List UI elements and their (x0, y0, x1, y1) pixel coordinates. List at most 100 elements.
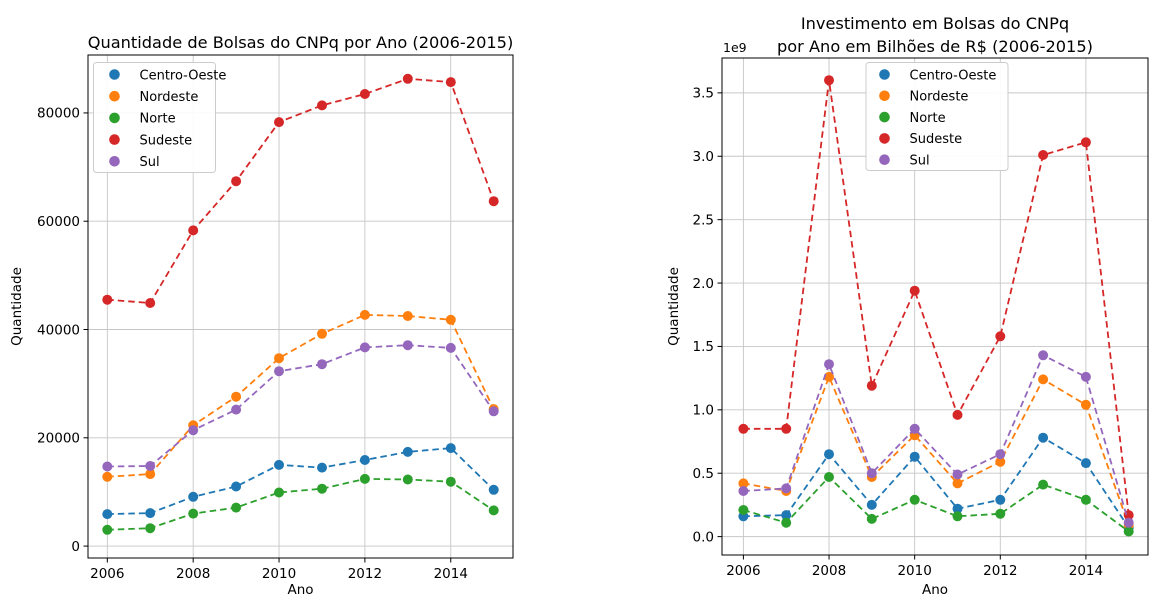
x-tick-label: 2008 (812, 563, 846, 579)
legend-label: Norte (910, 111, 946, 126)
legend-entry-nordeste: Nordeste (879, 90, 968, 105)
data-point-marker (995, 494, 1006, 505)
legend-entry-nordeste: Nordeste (109, 90, 198, 105)
legend-marker-icon (109, 156, 120, 167)
data-point-marker (359, 89, 370, 99)
data-point-marker (359, 309, 370, 320)
data-point-marker (274, 117, 284, 128)
data-point-marker (909, 451, 920, 462)
data-point-marker (738, 423, 749, 434)
axis-ticks: 2006 2008 2010 2012 2014 0 20000 40000 60000 8000… (37, 106, 468, 582)
data-point-marker (102, 471, 113, 482)
x-tick-label: 2008 (176, 566, 210, 582)
legend-entry-sul: Sul (879, 154, 930, 169)
data-point-marker (866, 513, 877, 524)
data-point-marker (188, 508, 199, 519)
data-point-marker (781, 423, 792, 434)
legend-entry-sudeste: Sudeste (109, 133, 192, 148)
series-centro-oeste (738, 432, 1134, 533)
y-tick-label: 0.5 (693, 466, 714, 482)
data-point-marker (445, 443, 456, 454)
x-tick-label: 2012 (348, 566, 382, 582)
data-point-marker (145, 298, 156, 308)
legend-marker-icon (879, 133, 890, 144)
y-tick-label: 60000 (37, 214, 80, 230)
data-point-marker (1080, 371, 1091, 382)
data-point-marker (909, 423, 920, 434)
data-point-marker (1038, 350, 1049, 361)
data-point-marker (402, 474, 413, 485)
data-point-marker (952, 511, 963, 522)
y-tick-label: 0 (71, 539, 80, 555)
data-point-marker (866, 468, 877, 479)
legend-label: Centro-Oeste (140, 68, 227, 83)
data-point-marker (445, 314, 456, 325)
data-point-marker (781, 510, 792, 521)
legend-entry-centro-oeste: Centro-Oeste (109, 68, 226, 83)
data-point-marker (102, 524, 113, 535)
data-point-marker (359, 473, 370, 484)
legend-entry-centro-oeste: Centro-Oeste (879, 68, 996, 83)
data-point-marker (1038, 374, 1049, 385)
data-point-marker (102, 461, 113, 472)
data-point-marker (824, 449, 834, 460)
y-tick-label: 20000 (37, 431, 80, 447)
x-tick-label: 2006 (90, 566, 124, 582)
data-point-marker (1080, 137, 1091, 148)
data-point-marker (145, 523, 156, 534)
y-tick-label: 2.5 (693, 212, 714, 228)
data-point-marker (145, 508, 156, 519)
legend-label: Sudeste (910, 132, 963, 147)
data-point-marker (952, 478, 963, 489)
series-sul (102, 340, 499, 472)
plot-frame (87, 54, 514, 559)
data-point-marker (231, 404, 242, 415)
data-point-marker (488, 505, 499, 516)
data-point-marker (359, 455, 370, 465)
data-point-marker (231, 502, 242, 513)
data-point-marker (317, 483, 327, 494)
data-point-marker (1038, 150, 1049, 160)
y-axis-label: Quantidade (9, 267, 25, 346)
legend-entry-sul: Sul (109, 155, 160, 170)
y-tick-label: 80000 (37, 106, 80, 122)
quantity-chart: 2006 2008 2010 2012 2014 0 20000 40000 60000 8000… (9, 33, 514, 598)
data-point-marker (909, 494, 920, 505)
data-point-marker (824, 75, 834, 86)
legend-marker-icon (879, 90, 890, 102)
series-norte (102, 473, 499, 535)
legend-marker-icon (109, 112, 120, 124)
data-point-marker (102, 294, 113, 305)
series-sudeste (102, 73, 499, 308)
series-sul (738, 350, 1134, 528)
data-point-marker (995, 449, 1006, 460)
data-point-marker (488, 484, 499, 495)
plot-frame (721, 57, 1149, 556)
data-point-marker (1038, 432, 1049, 443)
data-point-marker (1123, 526, 1134, 537)
legend: Centro-Oeste Nordeste Norte Sudeste Sul (93, 62, 226, 173)
x-tick-label: 2010 (262, 566, 296, 582)
y-tick-label: 0.0 (693, 529, 714, 545)
legend-marker-icon (879, 111, 890, 123)
data-point-marker (402, 73, 413, 84)
data-point-marker (995, 508, 1006, 519)
data-point-marker (738, 505, 749, 515)
x-tick-label: 2012 (983, 563, 1017, 579)
y-tick-label: 40000 (37, 322, 80, 338)
data-point-marker (781, 517, 792, 528)
legend-label: Nordeste (140, 90, 199, 105)
x-tick-label: 2006 (726, 563, 760, 579)
data-point-marker (274, 459, 284, 470)
legend-marker-icon (109, 69, 120, 80)
data-point-marker (738, 486, 749, 496)
legend-marker-icon (109, 134, 120, 145)
data-point-marker (317, 328, 327, 339)
data-point-marker (445, 342, 456, 353)
data-point-marker (995, 331, 1006, 342)
y-tick-label: 2.0 (693, 276, 714, 292)
data-point-marker (231, 176, 242, 187)
legend-marker-icon (879, 69, 890, 80)
y-tick-label: 1.0 (693, 403, 714, 419)
